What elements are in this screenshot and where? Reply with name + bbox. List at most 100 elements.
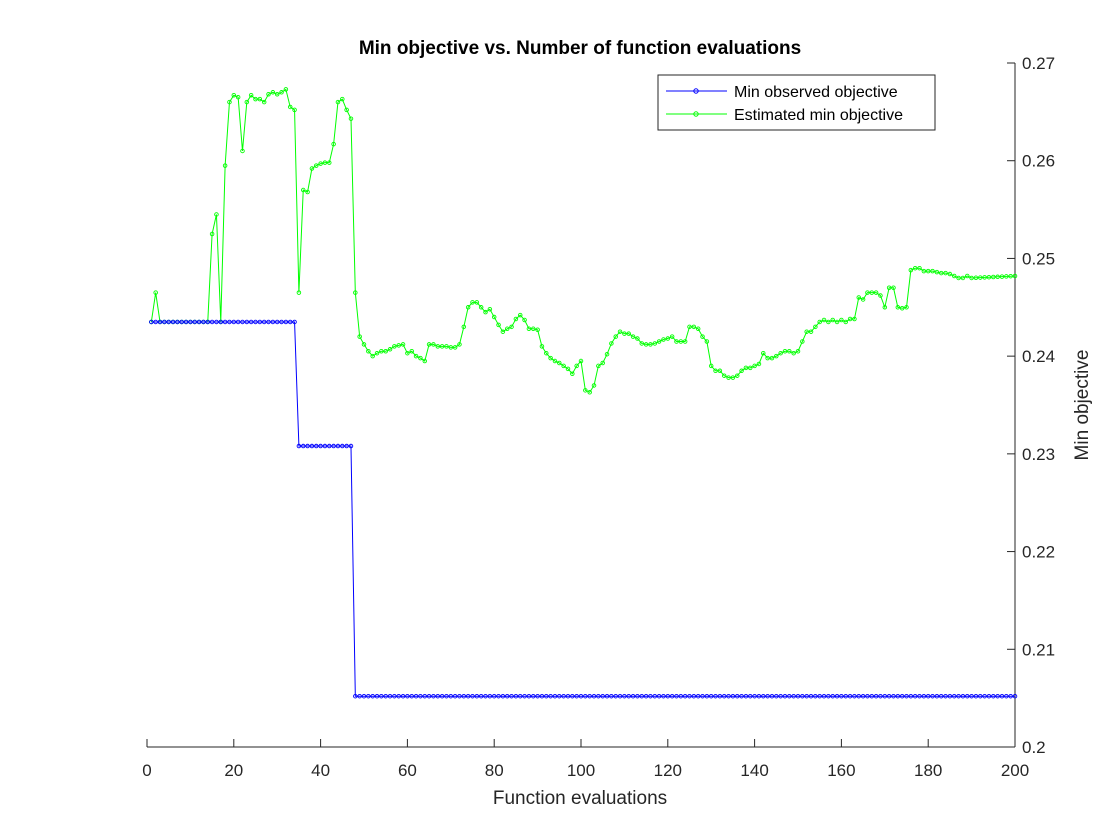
data-point — [465, 305, 471, 310]
data-point — [591, 383, 597, 388]
data-point — [665, 336, 671, 341]
data-point — [565, 366, 571, 372]
data-point — [413, 693, 419, 699]
data-point — [570, 693, 575, 699]
data-point — [813, 324, 818, 330]
data-point — [366, 693, 371, 699]
data-point — [778, 693, 783, 699]
data-point — [331, 141, 336, 147]
data-point — [678, 693, 684, 699]
data-point — [826, 693, 831, 699]
data-point — [305, 189, 310, 195]
data-point — [782, 349, 788, 354]
data-point — [674, 693, 679, 699]
data-point — [656, 693, 662, 699]
data-point — [960, 693, 966, 699]
data-point — [244, 99, 250, 105]
data-point — [873, 693, 879, 699]
data-point — [856, 693, 862, 699]
data-point — [947, 271, 953, 277]
data-point — [266, 92, 271, 97]
data-point — [973, 275, 979, 281]
data-point — [934, 269, 940, 275]
data-point — [474, 300, 480, 305]
data-point — [991, 274, 996, 280]
data-point — [457, 693, 462, 699]
data-point — [552, 358, 558, 364]
data-point — [418, 355, 423, 361]
data-point — [973, 693, 979, 699]
data-point — [604, 693, 610, 699]
data-point — [947, 693, 953, 699]
data-point — [383, 349, 388, 354]
legend-label-min-observed: Min observed objective — [734, 84, 898, 101]
data-point — [921, 268, 927, 274]
data-point — [396, 693, 401, 699]
data-point — [231, 319, 237, 325]
x-tick-label: 60 — [398, 761, 417, 780]
data-point — [739, 368, 744, 374]
x-tick-label: 120 — [654, 761, 682, 780]
data-point — [444, 693, 449, 699]
data-point — [1012, 693, 1018, 699]
data-point — [704, 339, 710, 344]
data-point — [170, 319, 176, 325]
data-point — [309, 166, 315, 171]
data-point — [999, 274, 1005, 279]
data-point — [769, 693, 775, 699]
y-tick-label: 0.26 — [1022, 152, 1055, 171]
data-point — [691, 693, 697, 699]
data-point — [761, 693, 766, 699]
data-point — [348, 443, 354, 449]
data-point — [908, 693, 914, 699]
data-point — [969, 693, 974, 699]
data-point — [435, 693, 441, 699]
data-point — [695, 326, 701, 332]
data-point — [444, 344, 449, 349]
data-point — [296, 290, 302, 295]
data-point — [721, 693, 727, 699]
data-point — [557, 693, 562, 699]
data-point — [734, 373, 740, 378]
data-point — [956, 275, 961, 281]
series-layer — [149, 87, 1018, 699]
data-point — [860, 693, 866, 699]
data-point — [591, 693, 597, 699]
data-point — [613, 334, 618, 339]
data-point — [982, 693, 987, 699]
axes: 0 20 40 60 80 100 120 140 160 180 200 0.2 0.21 0.22 0.… — [142, 54, 1055, 780]
data-point — [248, 319, 254, 325]
data-point — [965, 693, 970, 699]
data-point — [400, 693, 406, 699]
data-point — [439, 693, 445, 699]
data-point — [496, 322, 501, 328]
legend-marker-min-observed — [693, 88, 699, 94]
data-point — [509, 693, 514, 699]
data-point — [474, 693, 480, 699]
data-point — [765, 693, 770, 699]
data-point — [578, 693, 584, 699]
data-point — [487, 693, 493, 699]
legend-box — [657, 74, 936, 131]
data-point — [218, 319, 224, 325]
data-point — [396, 343, 401, 348]
data-point — [600, 360, 605, 366]
data-point — [175, 319, 180, 325]
data-point — [839, 317, 844, 323]
data-point — [570, 371, 575, 376]
data-point — [804, 329, 809, 334]
data-point — [969, 275, 974, 281]
data-point — [609, 693, 614, 699]
data-point — [808, 329, 814, 334]
data-point — [235, 94, 241, 100]
data-point — [943, 270, 948, 276]
data-point — [270, 319, 276, 325]
data-point — [726, 693, 731, 699]
x-tick-label: 200 — [1001, 761, 1029, 780]
data-point — [309, 443, 315, 449]
data-point — [813, 693, 818, 699]
data-point — [353, 290, 358, 295]
data-point — [687, 693, 692, 699]
data-point — [357, 334, 362, 339]
